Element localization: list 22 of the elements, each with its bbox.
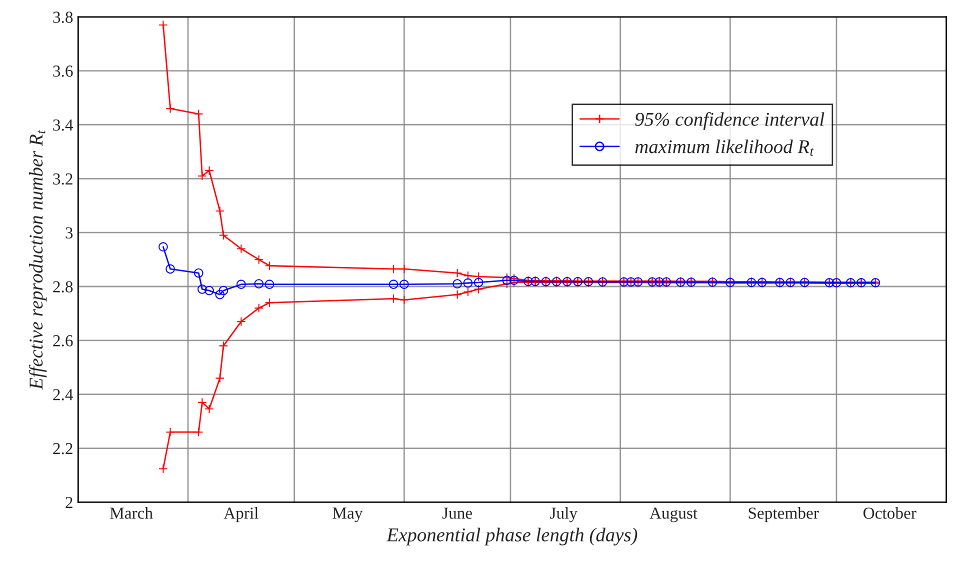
x-tick-label: July (550, 507, 578, 522)
x-tick-label: April (224, 507, 258, 522)
x-tick-label: May (332, 508, 363, 522)
y-axis-title: Effective reproduction number R$_{t}$ (28, 130, 47, 390)
x-tick-label: June (442, 508, 472, 519)
y-tick-label: 3.4 (53, 119, 74, 131)
x-axis-title: Exponential phase length (days) (386, 528, 638, 546)
y-tick-label: 2.2 (53, 443, 72, 454)
y-tick-label: 2.8 (53, 281, 73, 293)
x-tick-label: September (748, 507, 819, 522)
y-tick-label: 3.6 (53, 66, 73, 77)
y-tick-label: 3.8 (53, 12, 73, 23)
legend-label: maximum likelihood R$_{t}$ (635, 140, 814, 156)
x-tick-label: March (110, 507, 153, 519)
y-tick-label: 3.2 (53, 173, 72, 185)
y-tick-label: 3 (66, 227, 73, 239)
x-tick-label: August (650, 508, 698, 522)
y-tick-label: 2 (66, 496, 72, 508)
y-tick-label: 2.6 (53, 335, 73, 346)
legend-label: 95% confidence interval (635, 112, 824, 130)
x-tick-label: October (863, 507, 916, 519)
y-tick-label: 2.4 (53, 389, 74, 400)
